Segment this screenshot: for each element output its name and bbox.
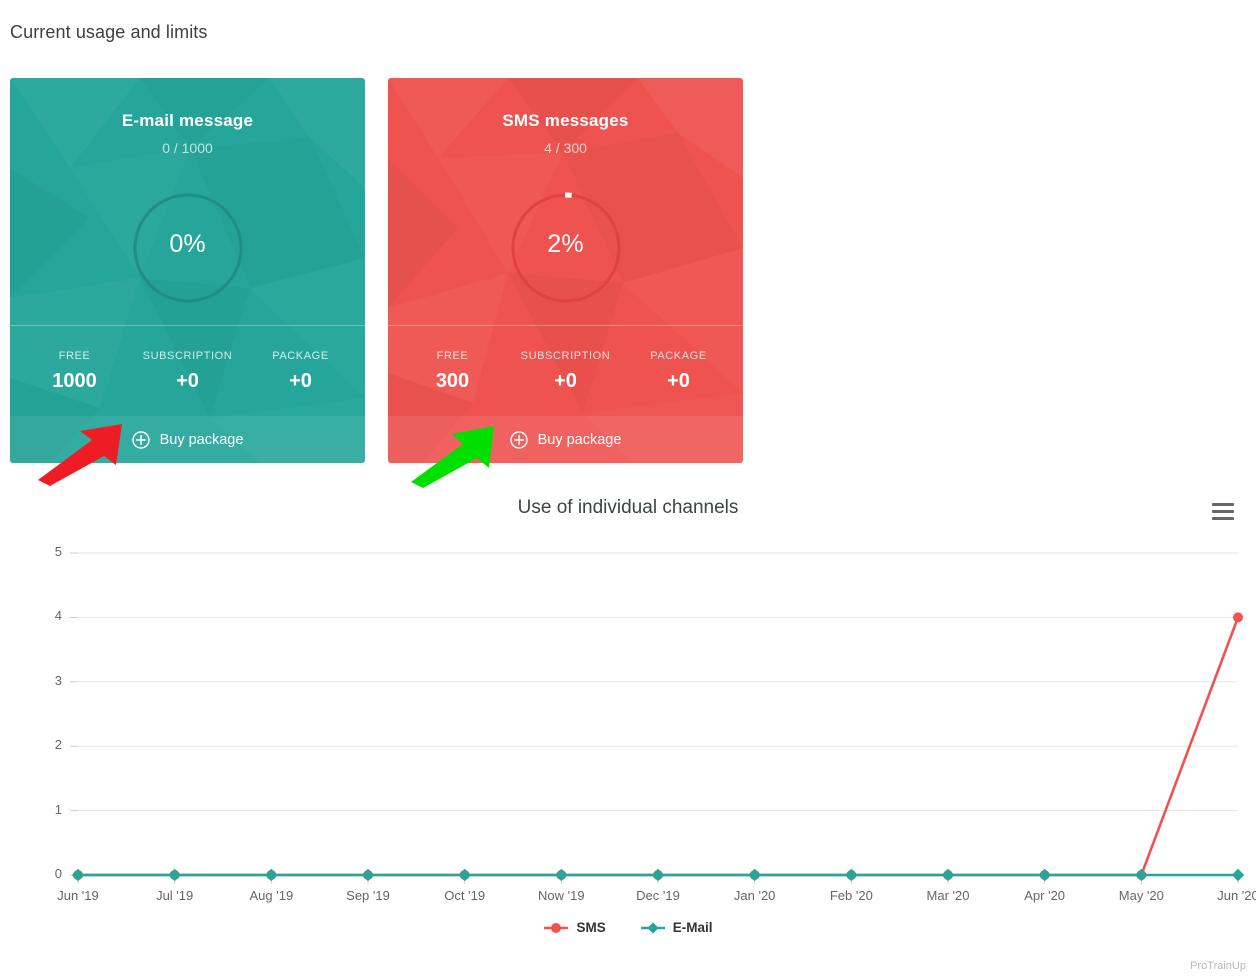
page-title: Current usage and limits: [10, 22, 208, 42]
plus-circle-icon: [509, 430, 528, 449]
sms-gauge-wrapper: 2%: [388, 168, 743, 328]
stat-label: FREE: [436, 350, 469, 362]
chart-point-sms: [1233, 612, 1243, 623]
legend-label-sms: SMS: [576, 920, 606, 935]
stat-label: FREE: [58, 350, 91, 362]
menu-bar: [1212, 503, 1234, 506]
legend-label-email: E-Mail: [672, 920, 713, 935]
stat-value: 300: [435, 370, 470, 392]
stat-label: SUBSCRIPTION: [520, 350, 611, 362]
sms-percent-label: 2%: [547, 230, 584, 258]
stat-label: PACKAGE: [650, 350, 707, 362]
chart-x-tick-label: Mar '20: [926, 888, 970, 903]
stat-value: +0: [289, 370, 312, 392]
chart-x-tick-label: Jun '19: [57, 888, 99, 903]
stat-value: +0: [176, 370, 199, 392]
chart-y-tick-label: 2: [54, 737, 62, 753]
sms-card-usage: 4 / 300: [544, 140, 587, 156]
chart-point-e-mail: [71, 868, 85, 882]
email-usage-card: E-mail message 0 / 1000 0% FREE 1000 SUB…: [10, 78, 365, 463]
sms-card-header: SMS messages 4 / 300: [388, 78, 743, 156]
stat-value: +0: [667, 370, 690, 392]
email-stat-package: PACKAGE +0: [244, 350, 357, 393]
chart-legend: SMS E-Mail: [0, 920, 1256, 935]
chart-y-tick-label: 0: [54, 866, 62, 881]
chart-point-e-mail: [265, 868, 278, 882]
chart-point-e-mail: [941, 868, 955, 882]
legend-item-email[interactable]: E-Mail: [640, 920, 713, 935]
email-stat-subscription: SUBSCRIPTION +0: [131, 350, 244, 393]
menu-bar: [1212, 517, 1234, 520]
email-card-usage: 0 / 1000: [162, 140, 213, 156]
chart-y-tick-label: 3: [54, 672, 62, 688]
chart-x-tick-label: Feb '20: [829, 888, 873, 903]
email-buy-package-label: Buy package: [159, 431, 244, 448]
chart-x-tick-label: Apr '20: [1024, 888, 1066, 903]
sms-progress-ring: [510, 192, 621, 304]
chart-x-tick-label: Oct '19: [444, 888, 486, 903]
sms-card-divider: [388, 325, 743, 326]
chart-point-e-mail: [1135, 868, 1148, 882]
sms-stat-package: PACKAGE +0: [622, 350, 735, 393]
chart-x-tick-label: Jan '20: [733, 888, 776, 903]
plus-circle-icon: [131, 430, 150, 449]
menu-bar: [1212, 510, 1234, 513]
chart-y-tick-label: 5: [54, 544, 62, 559]
stat-label: PACKAGE: [272, 350, 329, 362]
sms-stats-row: FREE 300 SUBSCRIPTION +0 PACKAGE +0: [388, 350, 743, 393]
watermark: ProTrainUp: [1190, 960, 1246, 972]
email-stats-row: FREE 1000 SUBSCRIPTION +0 PACKAGE +0: [10, 350, 365, 393]
chart-x-tick-label: Sep '19: [346, 888, 390, 903]
sms-card-title: SMS messages: [502, 111, 629, 130]
hamburger-menu-icon[interactable]: [1212, 503, 1234, 520]
legend-marker-diamond-icon: [640, 921, 665, 934]
chart-point-e-mail: [748, 868, 761, 882]
sms-stat-free: FREE 300: [396, 350, 509, 393]
legend-item-sms[interactable]: SMS: [543, 920, 606, 935]
chart-point-e-mail: [458, 868, 471, 882]
email-percent-label: 0%: [169, 230, 206, 258]
email-card-divider: [10, 325, 365, 326]
chart-y-tick-label: 1: [54, 801, 62, 817]
email-card-header: E-mail message 0 / 1000: [10, 78, 365, 156]
chart-x-tick-label: May '20: [1118, 888, 1164, 903]
chart-x-tick-label: Jul '19: [156, 888, 194, 903]
stat-value: +0: [554, 370, 577, 392]
chart-point-e-mail: [555, 868, 568, 882]
chart-point-e-mail: [1231, 868, 1245, 882]
chart-point-e-mail: [168, 868, 181, 882]
usage-chart: Use of individual channels Issued messag…: [0, 470, 1256, 980]
chart-point-e-mail: [361, 868, 375, 882]
chart-x-tick-label: Dec '19: [636, 888, 680, 903]
chart-x-tick-label: Jun '20: [1217, 888, 1256, 903]
chart-point-e-mail: [845, 868, 858, 882]
stat-label: SUBSCRIPTION: [142, 350, 233, 362]
chart-x-tick-label: Aug '19: [249, 888, 294, 903]
email-progress-ring: [133, 193, 242, 303]
stat-value: 1000: [52, 370, 97, 392]
chart-title: Use of individual channels: [517, 497, 739, 518]
email-stat-free: FREE 1000: [18, 350, 131, 393]
chart-y-tick-label: 4: [54, 608, 62, 624]
email-buy-package-button[interactable]: Buy package: [10, 416, 365, 463]
chart-point-e-mail: [651, 868, 665, 882]
legend-marker-circle-icon: [544, 922, 569, 933]
chart-x-tick-label: Now '19: [538, 888, 585, 903]
sms-usage-card: SMS messages 4 / 300 2% FREE 300 SUBSCRI…: [388, 78, 743, 463]
chart-plot-area: [70, 552, 1245, 884]
email-card-title: E-mail message: [121, 111, 254, 130]
chart-point-e-mail: [1038, 868, 1051, 882]
sms-stat-subscription: SUBSCRIPTION +0: [509, 350, 622, 393]
sms-buy-package-label: Buy package: [537, 431, 622, 448]
sms-buy-package-button[interactable]: Buy package: [388, 416, 743, 463]
email-gauge-wrapper: 0%: [10, 168, 365, 328]
